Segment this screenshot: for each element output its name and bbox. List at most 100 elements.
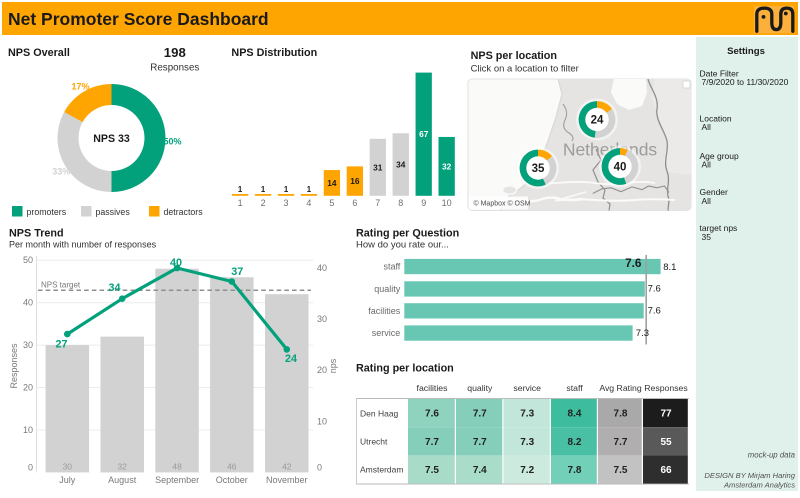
svg-text:1: 1	[261, 185, 266, 194]
svg-text:40: 40	[23, 298, 33, 308]
svg-text:staff: staff	[566, 383, 583, 393]
svg-text:8.4: 8.4	[568, 409, 582, 420]
svg-text:Rating per location: Rating per location	[356, 363, 454, 375]
svg-text:40: 40	[317, 263, 327, 273]
svg-text:7/9/2020 to 11/30/2020: 7/9/2020 to 11/30/2020	[702, 77, 789, 87]
svg-text:35: 35	[532, 163, 545, 175]
svg-text:7.3: 7.3	[520, 437, 534, 448]
svg-text:32: 32	[442, 161, 452, 171]
svg-text:77: 77	[660, 409, 672, 420]
svg-text:6: 6	[352, 198, 357, 208]
svg-text:7.7: 7.7	[473, 437, 487, 448]
svg-text:67: 67	[419, 129, 429, 139]
svg-text:NPS per location: NPS per location	[471, 50, 557, 62]
svg-text:detractors: detractors	[164, 207, 204, 217]
svg-text:198: 198	[164, 45, 186, 60]
svg-text:service: service	[513, 383, 541, 393]
svg-text:10: 10	[442, 198, 452, 208]
svg-text:0: 0	[317, 463, 322, 473]
svg-text:2: 2	[261, 198, 266, 208]
svg-text:48: 48	[172, 462, 182, 472]
svg-text:November: November	[266, 475, 308, 485]
svg-text:7.8: 7.8	[568, 465, 582, 476]
svg-text:Responses: Responses	[9, 343, 19, 389]
svg-text:Net Promoter Score Dashboard: Net Promoter Score Dashboard	[8, 9, 269, 29]
svg-text:4: 4	[306, 198, 311, 208]
svg-text:55: 55	[660, 437, 672, 448]
svg-text:24: 24	[591, 115, 604, 127]
svg-text:37: 37	[231, 266, 243, 278]
svg-text:30: 30	[317, 314, 327, 324]
svg-text:7.3: 7.3	[636, 328, 649, 339]
svg-text:Gender: Gender	[700, 187, 729, 197]
svg-text:August: August	[108, 475, 137, 485]
svg-text:7.5: 7.5	[614, 465, 628, 476]
svg-text:Den Haag: Den Haag	[360, 408, 399, 418]
svg-text:50%: 50%	[164, 136, 182, 146]
svg-text:7: 7	[375, 198, 380, 208]
svg-text:NPS Distribution: NPS Distribution	[231, 47, 317, 59]
svg-text:20: 20	[23, 383, 33, 393]
svg-text:All: All	[702, 122, 712, 132]
svg-text:5: 5	[329, 198, 334, 208]
svg-text:facilities: facilities	[417, 383, 449, 393]
svg-text:Settings: Settings	[727, 46, 765, 57]
svg-text:1: 1	[238, 198, 243, 208]
svg-text:8.2: 8.2	[568, 437, 582, 448]
svg-text:7.5: 7.5	[425, 465, 439, 476]
svg-text:7.7: 7.7	[425, 437, 439, 448]
svg-text:Amsterdam: Amsterdam	[360, 465, 403, 475]
svg-text:7.7: 7.7	[473, 409, 487, 420]
svg-text:14: 14	[327, 178, 337, 188]
svg-text:34: 34	[108, 282, 120, 294]
svg-text:10: 10	[317, 416, 327, 426]
svg-text:8.1: 8.1	[663, 262, 676, 273]
svg-text:All: All	[702, 196, 712, 206]
svg-text:17%: 17%	[72, 82, 90, 92]
svg-text:16: 16	[350, 176, 360, 186]
svg-text:NPS Overall: NPS Overall	[8, 47, 70, 59]
svg-text:Amsterdam Analytics: Amsterdam Analytics	[723, 481, 795, 490]
svg-text:27: 27	[55, 338, 67, 350]
svg-text:quality: quality	[374, 284, 401, 294]
svg-text:NPS target: NPS target	[41, 280, 81, 289]
svg-text:Per month with number of respo: Per month with number of responses	[9, 240, 157, 250]
svg-text:40: 40	[614, 162, 627, 174]
svg-text:32: 32	[117, 462, 127, 472]
svg-text:staff: staff	[383, 262, 400, 272]
svg-text:July: July	[59, 475, 76, 485]
svg-text:DESIGN BY Mirjam Haring: DESIGN BY Mirjam Haring	[704, 471, 795, 480]
svg-text:Date Filter: Date Filter	[700, 69, 739, 79]
svg-text:31: 31	[373, 162, 383, 172]
svg-text:NPS Trend: NPS Trend	[9, 228, 64, 240]
svg-text:service: service	[372, 328, 401, 338]
svg-text:40: 40	[170, 257, 182, 269]
svg-text:facilities: facilities	[368, 306, 401, 316]
svg-text:7.6: 7.6	[625, 256, 642, 270]
svg-text:50: 50	[23, 255, 33, 265]
svg-text:7.7: 7.7	[614, 437, 628, 448]
svg-text:34: 34	[396, 160, 406, 170]
svg-text:7.6: 7.6	[648, 284, 661, 295]
svg-text:September: September	[155, 475, 199, 485]
svg-text:66: 66	[660, 465, 672, 476]
svg-text:33%: 33%	[52, 167, 70, 177]
svg-text:7.2: 7.2	[520, 465, 534, 476]
svg-text:0: 0	[28, 463, 33, 473]
svg-text:35: 35	[702, 232, 712, 242]
svg-text:7.3: 7.3	[520, 409, 534, 420]
svg-text:8: 8	[398, 198, 403, 208]
svg-text:Age group: Age group	[700, 151, 739, 161]
svg-text:9: 9	[421, 198, 426, 208]
svg-text:Responses: Responses	[644, 383, 688, 393]
svg-text:October: October	[216, 475, 248, 485]
svg-text:30: 30	[23, 340, 33, 350]
svg-text:30: 30	[63, 462, 73, 472]
svg-text:Utrecht: Utrecht	[360, 437, 388, 447]
svg-text:Location: Location	[700, 114, 732, 124]
svg-text:46: 46	[227, 462, 237, 472]
svg-text:Responses: Responses	[150, 63, 199, 74]
svg-text:Click on a location to filter: Click on a location to filter	[471, 64, 579, 75]
svg-text:promoters: promoters	[27, 207, 67, 217]
svg-text:10: 10	[23, 425, 33, 435]
